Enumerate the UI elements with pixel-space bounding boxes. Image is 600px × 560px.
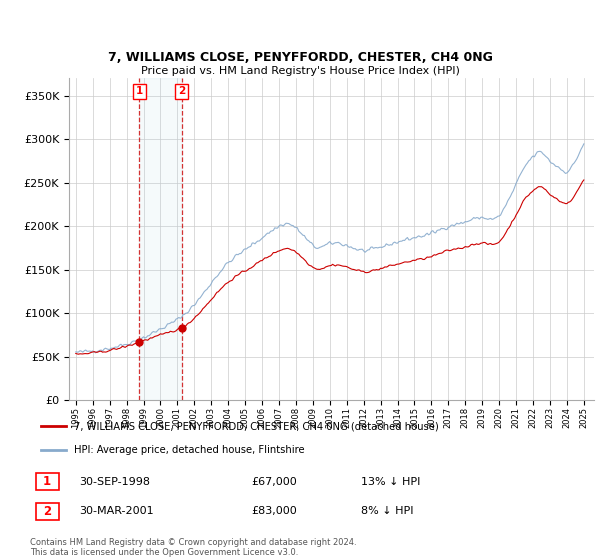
Text: 13% ↓ HPI: 13% ↓ HPI — [361, 477, 421, 487]
Text: 1: 1 — [136, 86, 143, 96]
FancyBboxPatch shape — [35, 473, 59, 490]
FancyBboxPatch shape — [35, 503, 59, 520]
Text: 30-SEP-1998: 30-SEP-1998 — [80, 477, 151, 487]
Bar — [139, 78, 182, 400]
Text: £83,000: £83,000 — [251, 506, 296, 516]
Text: 7, WILLIAMS CLOSE, PENYFFORDD, CHESTER, CH4 0NG: 7, WILLIAMS CLOSE, PENYFFORDD, CHESTER, … — [107, 52, 493, 64]
Text: HPI: Average price, detached house, Flintshire: HPI: Average price, detached house, Flin… — [74, 445, 305, 455]
Text: 30-MAR-2001: 30-MAR-2001 — [80, 506, 154, 516]
Text: Price paid vs. HM Land Registry's House Price Index (HPI): Price paid vs. HM Land Registry's House … — [140, 66, 460, 76]
Text: 2: 2 — [43, 505, 51, 518]
Text: 1: 1 — [43, 475, 51, 488]
Text: 8% ↓ HPI: 8% ↓ HPI — [361, 506, 414, 516]
Text: 2: 2 — [178, 86, 185, 96]
Text: 7, WILLIAMS CLOSE, PENYFFORDD, CHESTER, CH4 0NG (detached house): 7, WILLIAMS CLOSE, PENYFFORDD, CHESTER, … — [74, 421, 439, 431]
Text: £67,000: £67,000 — [251, 477, 296, 487]
Text: Contains HM Land Registry data © Crown copyright and database right 2024.
This d: Contains HM Land Registry data © Crown c… — [30, 538, 356, 557]
